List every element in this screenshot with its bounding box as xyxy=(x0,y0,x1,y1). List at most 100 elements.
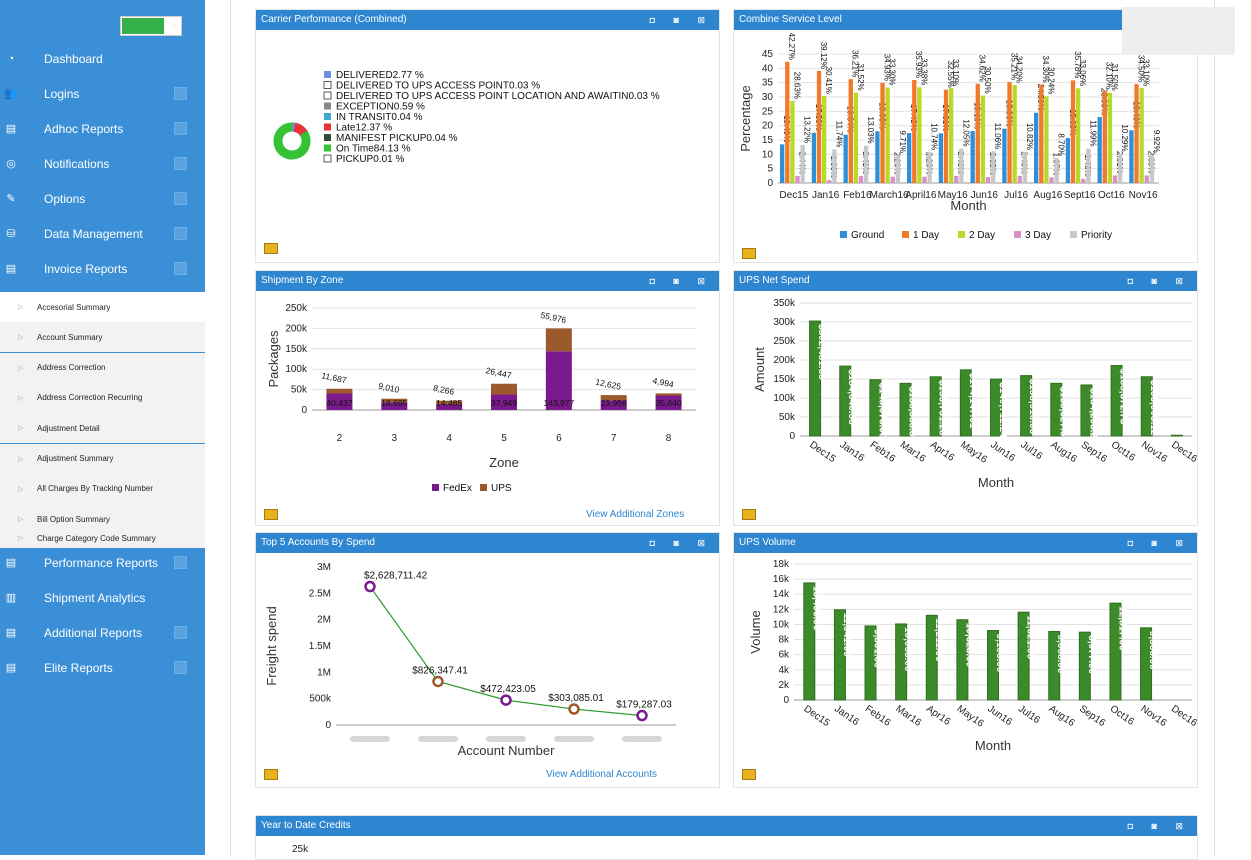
bar[interactable] xyxy=(959,148,963,183)
submenu-item-adjustment-summary[interactable]: ▷Adjustment Summary xyxy=(0,444,205,474)
data-point[interactable] xyxy=(366,582,375,591)
bar[interactable] xyxy=(1039,85,1043,183)
export-icon[interactable] xyxy=(264,769,278,780)
export-icon[interactable] xyxy=(264,509,278,520)
submenu-item-accesorial-summary[interactable]: ▷Accesorial Summary xyxy=(0,292,205,322)
panel-controls[interactable]: ◘ ◙ ⊠ xyxy=(1128,533,1191,553)
expand-icon[interactable] xyxy=(174,192,187,205)
expand-icon[interactable] xyxy=(174,626,187,639)
sidebar-item-logins[interactable]: 👥Logins xyxy=(0,76,205,111)
bar[interactable] xyxy=(844,135,848,183)
bar[interactable] xyxy=(1012,85,1016,183)
sidebar-item-performance-reports[interactable]: ▤Performance Reports xyxy=(0,545,205,580)
bar[interactable] xyxy=(546,328,572,351)
submenu-item-address-correction-recurring[interactable]: ▷Address Correction Recurring xyxy=(0,383,205,413)
bar[interactable] xyxy=(1108,93,1112,183)
bar[interactable] xyxy=(875,131,879,183)
data-point[interactable] xyxy=(570,705,579,714)
bar[interactable] xyxy=(1171,435,1182,436)
export-icon[interactable] xyxy=(742,248,756,259)
bar[interactable] xyxy=(917,87,921,183)
bar[interactable] xyxy=(1086,149,1090,183)
bar[interactable] xyxy=(795,176,799,183)
bar[interactable] xyxy=(491,384,517,395)
bar[interactable] xyxy=(896,155,900,183)
bar[interactable] xyxy=(800,145,804,183)
expand-icon[interactable] xyxy=(174,122,187,135)
bar[interactable] xyxy=(1071,80,1075,183)
bar[interactable] xyxy=(1129,130,1133,183)
bar[interactable] xyxy=(1113,176,1117,183)
bar[interactable] xyxy=(981,96,985,183)
panel-controls[interactable]: ◘ ◙ ⊠ xyxy=(650,10,713,30)
bar[interactable] xyxy=(859,176,863,183)
bar[interactable] xyxy=(891,177,895,183)
bar[interactable] xyxy=(1098,117,1102,183)
sidebar-item-invoice-reports[interactable]: ▤Invoice Reports xyxy=(0,251,205,286)
submenu-item-address-correction[interactable]: ▷Address Correction xyxy=(0,353,205,383)
bar[interactable] xyxy=(1044,96,1048,183)
bar[interactable] xyxy=(827,180,831,183)
expand-icon[interactable] xyxy=(174,87,187,100)
sidebar-item-dashboard[interactable]: ◔Dashboard xyxy=(0,41,205,76)
bar[interactable] xyxy=(1007,82,1011,183)
bar[interactable] xyxy=(885,88,889,183)
submenu-item-adjustment-detail[interactable]: ▷Adjustment Detail xyxy=(0,413,205,443)
bar[interactable] xyxy=(1134,84,1138,183)
bar[interactable] xyxy=(1150,155,1154,183)
expand-icon[interactable] xyxy=(174,262,187,275)
bar[interactable] xyxy=(849,79,853,183)
bar[interactable] xyxy=(822,96,826,183)
bar[interactable] xyxy=(1023,152,1027,183)
export-icon[interactable] xyxy=(742,509,756,520)
expand-icon[interactable] xyxy=(174,227,187,240)
bar[interactable] xyxy=(954,176,958,183)
sidebar-item-options[interactable]: ✎Options xyxy=(0,181,205,216)
bar[interactable] xyxy=(991,151,995,183)
bar[interactable] xyxy=(832,149,836,183)
bar[interactable] xyxy=(949,88,953,183)
expand-icon[interactable] xyxy=(174,157,187,170)
bar[interactable] xyxy=(912,80,916,183)
bar[interactable] xyxy=(864,146,868,183)
export-icon[interactable] xyxy=(264,243,278,254)
data-point[interactable] xyxy=(502,696,511,705)
bar[interactable] xyxy=(1118,154,1122,183)
bar[interactable] xyxy=(880,83,884,183)
submenu-item-all-charges-by-tracking-number[interactable]: ▷All Charges By Tracking Number xyxy=(0,474,205,504)
bar[interactable] xyxy=(1002,129,1006,183)
panel-controls[interactable]: ◘ ◙ ⊠ xyxy=(1128,271,1191,291)
sidebar-item-data-management[interactable]: ⛁Data Management xyxy=(0,216,205,251)
submenu-item-account-summary[interactable]: ▷Account Summary xyxy=(0,322,205,352)
bar[interactable] xyxy=(812,133,816,183)
bar[interactable] xyxy=(817,71,821,183)
bar[interactable] xyxy=(927,152,931,183)
bar[interactable] xyxy=(1076,88,1080,183)
bar[interactable] xyxy=(1081,179,1085,183)
bar[interactable] xyxy=(1103,91,1107,183)
bar[interactable] xyxy=(1054,158,1058,183)
expand-icon[interactable] xyxy=(174,661,187,674)
export-icon[interactable] xyxy=(742,769,756,780)
bar[interactable] xyxy=(907,133,911,183)
sidebar-item-elite-reports[interactable]: ▤Elite Reports xyxy=(0,650,205,685)
bar[interactable] xyxy=(780,144,784,183)
bar[interactable] xyxy=(986,177,990,183)
submenu-item-bill-option-summary[interactable]: ▷Bill Option Summary xyxy=(0,504,205,534)
bar[interactable] xyxy=(971,131,975,183)
bar[interactable] xyxy=(854,93,858,183)
bar[interactable] xyxy=(944,90,948,183)
bar[interactable] xyxy=(326,389,352,394)
sidebar-toggle[interactable]: ⦙ xyxy=(120,16,182,36)
bar[interactable] xyxy=(1066,138,1070,183)
bar[interactable] xyxy=(790,101,794,183)
sidebar-item-adhoc-reports[interactable]: ▤Adhoc Reports xyxy=(0,111,205,146)
bar[interactable] xyxy=(1034,113,1038,183)
sidebar-item-notifications[interactable]: ◎Notifications xyxy=(0,146,205,181)
bar[interactable] xyxy=(1139,88,1143,183)
bar[interactable] xyxy=(785,62,789,183)
bar[interactable] xyxy=(1018,176,1022,183)
bar[interactable] xyxy=(939,133,943,183)
data-point[interactable] xyxy=(434,677,443,686)
panel-controls[interactable]: ◘ ◙ ⊠ xyxy=(650,271,713,291)
